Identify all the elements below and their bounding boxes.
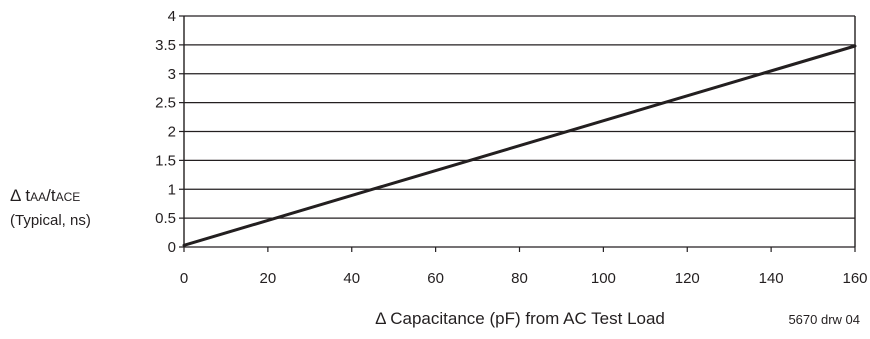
x-tick-label-4: 80 [511, 270, 528, 287]
grid-lines [184, 15, 855, 248]
y-tick-label-2: 1 [168, 181, 176, 198]
y-axis-label-delta: Δ [10, 186, 21, 205]
x-axis-label: Δ Capacitance (pF) from AC Test Load [375, 309, 665, 328]
tick-labels: 00.511.522.533.540 20 40 60 80 100 120 140 160 [155, 8, 867, 287]
y-tick-label-0: 0 [168, 239, 176, 256]
y-tick-label-1: 0.5 [155, 210, 176, 227]
y-axis-label-sub-ace: ACE [56, 190, 81, 204]
series-line-0 [182, 44, 857, 247]
x-tick-label-1: 20 [260, 270, 277, 287]
series-layer [182, 44, 857, 247]
y-tick-label-3: 1.5 [155, 152, 176, 169]
x-tick-label-5: 100 [591, 270, 616, 287]
y-tick-label-8: 4 [168, 8, 176, 25]
x-tick-label-0: 0 [180, 270, 188, 287]
y-tick-label-5: 2.5 [155, 95, 176, 112]
x-tick-label-7: 140 [759, 270, 784, 287]
x-tick-label-2: 40 [343, 270, 360, 287]
drawing-number: 5670 drw 04 [788, 312, 860, 327]
y-axis-label-sub-aa: AA [30, 190, 46, 204]
x-tick-label-6: 120 [675, 270, 700, 287]
y-axis-label-slash-t: /t [46, 186, 56, 205]
axes [179, 15, 856, 252]
y-axis-label-t: t [25, 186, 30, 205]
y-tick-label-6: 3 [168, 66, 176, 83]
y-tick-label-7: 3.5 [155, 37, 176, 54]
x-tick-label-3: 60 [427, 270, 444, 287]
y-axis-label-line2: (Typical, ns) [10, 212, 91, 229]
y-tick-label-4: 2 [168, 124, 176, 141]
x-tick-label-8: 160 [842, 270, 867, 287]
